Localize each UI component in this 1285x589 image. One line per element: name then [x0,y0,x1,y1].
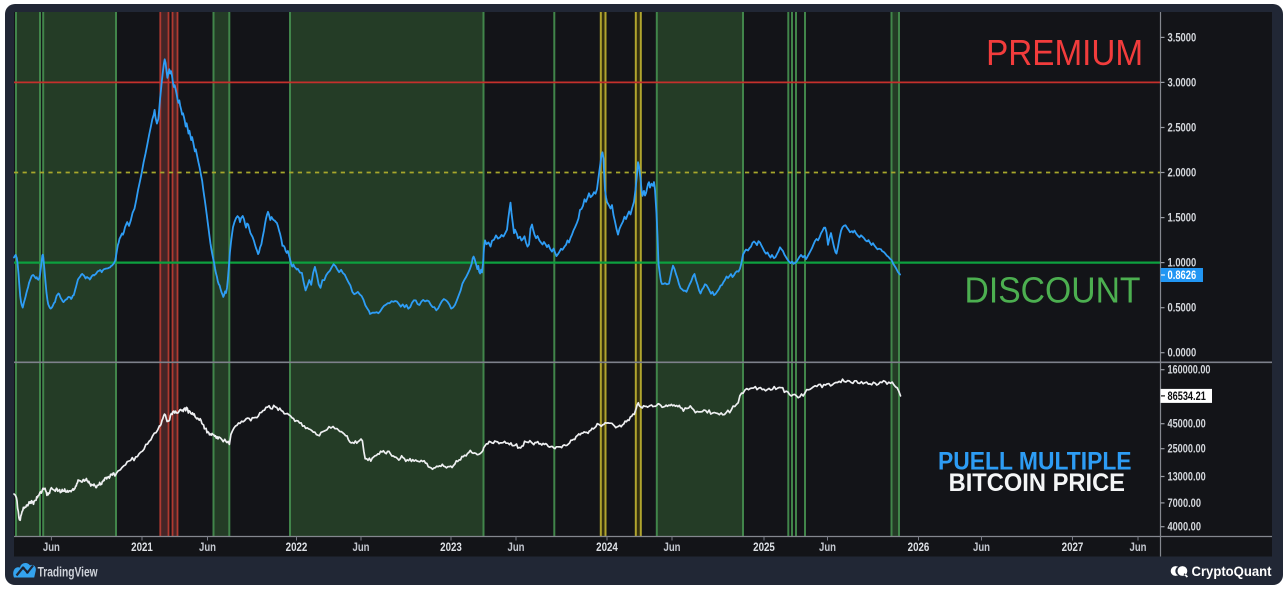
svg-text:PUELL MULTIPLE: PUELL MULTIPLE [938,447,1132,475]
svg-text:160000.00: 160000.00 [1168,365,1211,377]
svg-text:2023: 2023 [440,542,462,554]
svg-text:7000.00: 7000.00 [1168,498,1202,510]
svg-text:1.0000: 1.0000 [1168,258,1197,270]
svg-text:2024: 2024 [596,542,618,554]
svg-text:0.8626: 0.8626 [1168,270,1197,282]
svg-text:45000.00: 45000.00 [1168,419,1206,431]
svg-text:1.5000: 1.5000 [1168,213,1197,225]
svg-text:Jun: Jun [664,542,681,554]
svg-text:2027: 2027 [1062,542,1084,554]
svg-text:Jun: Jun [199,542,216,554]
svg-text:13000.00: 13000.00 [1168,472,1206,484]
svg-text:Jun: Jun [43,542,60,554]
svg-text:2.5000: 2.5000 [1168,123,1197,135]
svg-text:25000.00: 25000.00 [1168,444,1206,456]
svg-text:Jun: Jun [353,542,370,554]
svg-text:2.0000: 2.0000 [1168,168,1197,180]
svg-text:2022: 2022 [286,542,308,554]
svg-text:3.5000: 3.5000 [1168,32,1197,44]
svg-text:0.0000: 0.0000 [1168,348,1197,360]
svg-text:2021: 2021 [131,542,153,554]
svg-text:2026: 2026 [908,542,930,554]
svg-text:Jun: Jun [508,542,525,554]
svg-text:Jun: Jun [1130,542,1147,554]
svg-text:86534.21: 86534.21 [1168,391,1207,403]
svg-text:DISCOUNT: DISCOUNT [965,270,1141,311]
svg-text:CryptoQuant: CryptoQuant [1192,563,1272,579]
svg-text:BITCOIN PRICE: BITCOIN PRICE [949,469,1125,497]
svg-text:PREMIUM: PREMIUM [986,32,1143,73]
svg-text:Jun: Jun [973,542,990,554]
svg-text:Jun: Jun [819,542,836,554]
svg-text:0.5000: 0.5000 [1168,303,1197,315]
svg-text:3.0000: 3.0000 [1168,77,1197,89]
svg-text:TradingView: TradingView [38,564,98,580]
svg-text:2025: 2025 [753,542,775,554]
svg-text:4000.00: 4000.00 [1168,522,1202,534]
